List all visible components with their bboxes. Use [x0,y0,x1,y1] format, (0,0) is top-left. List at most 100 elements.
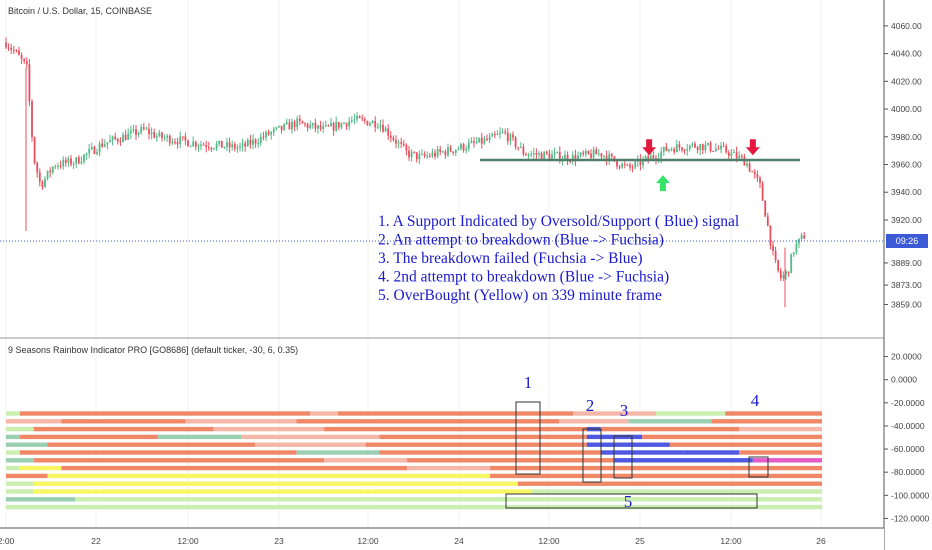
candle-body [392,137,395,141]
candle-body [25,61,28,65]
candle-body [322,126,325,129]
candle-body [163,137,166,139]
candle-body [239,146,241,148]
band-segment [6,497,76,502]
candle-body [298,118,301,122]
band-segment [642,434,822,440]
candle-body [116,138,119,142]
candle-body [213,148,215,150]
candle-body [324,125,327,127]
candle-body [231,144,234,148]
annotation-box [582,428,602,483]
candle-body [748,163,751,172]
candle-body [616,161,618,167]
candle-body [447,147,449,156]
candle-body [361,117,364,119]
band-segment [628,419,712,424]
candle-body [18,50,20,56]
candle-body [340,123,343,128]
candle-body [254,139,257,144]
candle-body [722,145,725,147]
indicator-axis[interactable]: 20.0000 0.0000 -20.0000 -40.0000 -60.0000 -80… [884,352,930,524]
band-segment [752,458,822,463]
candle-body [738,155,741,159]
candle-body [600,153,603,157]
candle-body [743,156,746,166]
price-axis[interactable]: 4060.00 4040.00 4020.00 4000.00 3980.00 3960.… [884,21,922,310]
annotation-box [515,401,541,475]
candle-body [77,157,80,164]
time-axis[interactable]: 2:00 22 12:00 23 12:00 24 12:00 25 12:00 26 [0,536,826,546]
band-segment [725,411,822,416]
candle-body [150,132,153,135]
candle-body [33,137,36,163]
candle-body [343,123,345,125]
band-segment [586,434,643,440]
candle-body [717,148,720,150]
candle-body [98,143,101,153]
candle-body [688,145,691,150]
candle-body [228,142,231,148]
candle-body [395,140,397,144]
candle-body [668,149,670,151]
band-segment [490,465,822,471]
candle-body [566,154,569,161]
candle-body [764,200,767,217]
candle-body [70,158,72,165]
candle-body [400,142,403,144]
band-segment [614,458,753,463]
candle-body [553,152,556,155]
candle-body [525,154,527,156]
candle-body [200,144,202,146]
annotation-notes: 1. A Support Indicated by Oversold/Suppo… [378,213,739,304]
candle-body [727,152,730,156]
annotation-boxes: 1 2 3 4 5 [505,373,769,511]
band-segment [6,450,20,455]
candle-body [363,118,366,122]
signal-arrows [642,139,760,192]
candle-body [496,134,499,136]
candle-body [499,132,501,135]
candle-body [41,181,44,187]
candle-body [803,235,806,239]
candle-body [330,123,332,127]
candle-body [345,123,348,127]
candle-body [155,136,158,138]
candle-body [626,164,629,166]
candle-body [408,150,410,158]
indicator-tick-label: -100.0000 [891,490,930,500]
candle-body [223,147,226,149]
candle-body [57,165,59,167]
candle-body [785,271,787,275]
candle-body [467,142,470,149]
candle-body [49,170,52,173]
candle-body [473,140,475,143]
candle-body [207,146,210,148]
candle-body [501,131,504,133]
candle-body [382,124,384,132]
price-tick-label: 3940.00 [891,187,922,197]
candle-body [681,147,683,151]
candle-body [527,155,530,157]
time-tick-label: 24 [454,536,464,546]
candle-body [306,123,309,129]
candle-body [64,159,67,163]
indicator-tick-label: 20.0000 [891,352,922,362]
band-segment [365,442,587,447]
candle-body [707,142,709,145]
candle-body [699,144,702,150]
candle-body [434,152,436,157]
candle-body [59,165,62,167]
candle-body [210,147,213,149]
band-segment [656,411,726,416]
candle-body [587,150,590,154]
candle-body [332,123,335,131]
band-segment [683,450,740,455]
band-segment [6,434,20,440]
candle-body [629,164,631,168]
time-tick-label: 23 [274,536,284,546]
candle-body [319,125,322,129]
candle-body [132,129,135,131]
candle-body [166,135,169,138]
